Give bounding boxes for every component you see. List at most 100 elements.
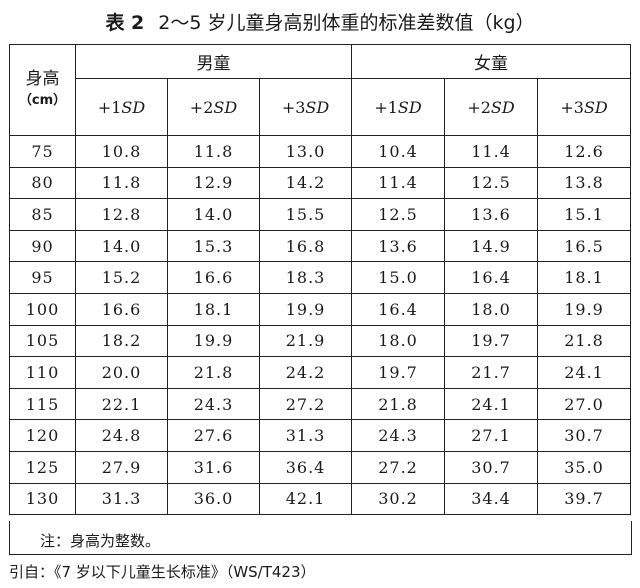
weight-cell: 16.5 bbox=[537, 229, 632, 263]
weight-cell: 34.4 bbox=[444, 482, 539, 516]
weight-cell: 11.8 bbox=[75, 166, 168, 200]
note-box bbox=[9, 521, 632, 555]
weight-cell: 15.2 bbox=[75, 261, 168, 294]
height-cell: 85 bbox=[9, 198, 76, 231]
weight-cell: 24.8 bbox=[75, 419, 168, 452]
weight-cell: 42.1 bbox=[258, 482, 353, 516]
weight-cell: 24.1 bbox=[537, 356, 632, 389]
sd-symbol: SD bbox=[583, 97, 608, 117]
weight-cell: 13.8 bbox=[537, 166, 632, 200]
sd-prefix: +3 bbox=[560, 97, 584, 117]
table-row: 115 22.1 24.3 27.2 21.8 24.1 27.0 bbox=[9, 387, 632, 421]
sd-symbol: SD bbox=[397, 97, 422, 117]
weight-cell: 16.6 bbox=[75, 292, 168, 326]
height-cell: 130 bbox=[9, 482, 76, 516]
height-cell: 80 bbox=[9, 166, 76, 200]
weight-cell: 30.2 bbox=[351, 482, 446, 516]
weight-cell: 18.0 bbox=[444, 292, 539, 326]
weight-cell: 27.1 bbox=[444, 419, 539, 452]
height-header: 身高 （cm） bbox=[9, 44, 76, 136]
sd-header-3: +3SD bbox=[258, 78, 353, 136]
weight-cell: 15.0 bbox=[351, 261, 446, 294]
weight-cell: 13.6 bbox=[444, 198, 539, 231]
sd-header-1: +1SD bbox=[75, 78, 168, 136]
height-cell: 120 bbox=[9, 419, 76, 452]
weight-cell: 18.2 bbox=[75, 324, 168, 358]
weight-cell: 19.7 bbox=[444, 324, 539, 358]
table-title: 表 2 2～5 岁儿童身高别体重的标准差数值（kg） bbox=[0, 8, 640, 35]
height-unit: （cm） bbox=[18, 93, 67, 108]
weight-cell: 11.8 bbox=[167, 135, 260, 168]
table-row: 75 10.8 11.8 13.0 10.4 11.4 12.6 bbox=[9, 135, 632, 168]
weight-cell: 13.0 bbox=[258, 135, 353, 168]
sd-prefix: +1 bbox=[97, 97, 122, 117]
height-label: 身高 bbox=[25, 69, 60, 89]
weight-cell: 16.6 bbox=[167, 261, 260, 294]
weight-cell: 22.1 bbox=[75, 387, 168, 421]
weight-cell: 11.4 bbox=[444, 135, 539, 168]
table-number: 表 2 bbox=[105, 12, 145, 34]
weight-cell: 27.6 bbox=[167, 419, 260, 452]
weight-cell: 10.8 bbox=[75, 135, 168, 168]
weight-cell: 12.5 bbox=[351, 198, 446, 231]
table-row: 120 24.8 27.6 31.3 24.3 27.1 30.7 bbox=[9, 419, 632, 452]
weight-cell: 21.7 bbox=[444, 356, 539, 389]
weight-cell: 18.3 bbox=[258, 261, 353, 294]
weight-cell: 21.8 bbox=[351, 387, 446, 421]
weight-cell: 15.5 bbox=[258, 198, 353, 231]
weight-cell: 12.6 bbox=[537, 135, 632, 168]
weight-cell: 16.4 bbox=[351, 292, 446, 326]
weight-cell: 16.4 bbox=[444, 261, 539, 294]
height-cell: 115 bbox=[9, 387, 76, 421]
sd-prefix: +2 bbox=[189, 97, 214, 117]
sd-symbol: SD bbox=[490, 97, 515, 117]
weight-cell: 24.3 bbox=[167, 387, 260, 421]
weight-cell: 27.2 bbox=[351, 450, 446, 484]
weight-cell: 21.8 bbox=[167, 356, 260, 389]
weight-cell: 10.4 bbox=[351, 135, 446, 168]
table-row: 100 16.6 18.1 19.9 16.4 18.0 19.9 bbox=[9, 292, 632, 326]
weight-cell: 13.6 bbox=[351, 229, 446, 263]
weight-cell: 30.7 bbox=[537, 419, 632, 452]
table-row: 130 31.3 36.0 42.1 30.2 34.4 39.7 bbox=[9, 482, 632, 516]
weight-cell: 31.3 bbox=[258, 419, 353, 452]
sd-symbol: SD bbox=[121, 97, 146, 117]
weight-cell: 12.9 bbox=[167, 166, 260, 200]
table-row: 110 20.0 21.8 24.2 19.7 21.7 24.1 bbox=[9, 356, 632, 389]
weight-cell: 24.1 bbox=[444, 387, 539, 421]
weight-cell: 19.7 bbox=[351, 356, 446, 389]
male-header: 男童 bbox=[74, 44, 353, 79]
weight-cell: 35.0 bbox=[537, 450, 632, 484]
weight-cell: 14.2 bbox=[258, 166, 353, 200]
height-cell: 75 bbox=[9, 135, 76, 168]
weight-cell: 19.9 bbox=[167, 324, 260, 358]
weight-cell: 14.0 bbox=[167, 198, 260, 231]
table-row: 95 15.2 16.6 18.3 15.0 16.4 18.1 bbox=[9, 261, 632, 294]
weight-cell: 20.0 bbox=[75, 356, 168, 389]
sd-prefix: +1 bbox=[374, 97, 398, 117]
table-row: 125 27.9 31.6 36.4 27.2 30.7 35.0 bbox=[9, 450, 632, 484]
weight-cell: 14.0 bbox=[75, 229, 168, 263]
female-header: 女童 bbox=[351, 44, 632, 79]
weight-cell: 27.9 bbox=[75, 450, 168, 484]
weight-cell: 12.5 bbox=[444, 166, 539, 200]
weight-cell: 31.3 bbox=[75, 482, 168, 516]
weight-cell: 12.8 bbox=[75, 198, 168, 231]
weight-cell: 11.4 bbox=[351, 166, 446, 200]
table-caption: 2～5 岁儿童身高别体重的标准差数值（kg） bbox=[158, 12, 535, 34]
sd-header-5: +2SD bbox=[444, 78, 539, 136]
weight-sd-table: 身高 （cm） 男童 女童 +1SD +2SD +3SD +1SD +2SD +3SD 7… bbox=[9, 44, 632, 516]
sd-header-4: +1SD bbox=[351, 78, 446, 136]
weight-cell: 27.0 bbox=[537, 387, 632, 421]
table-row: 105 18.2 19.9 21.9 18.0 19.7 21.8 bbox=[9, 324, 632, 358]
height-cell: 95 bbox=[9, 261, 76, 294]
height-cell: 125 bbox=[9, 450, 76, 484]
sd-header-6: +3SD bbox=[537, 78, 632, 136]
weight-cell: 36.0 bbox=[167, 482, 260, 516]
weight-cell: 15.1 bbox=[537, 198, 632, 231]
weight-cell: 16.8 bbox=[258, 229, 353, 263]
table-row: 80 11.8 12.9 14.2 11.4 12.5 13.8 bbox=[9, 166, 632, 200]
table-row: 85 12.8 14.0 15.5 12.5 13.6 15.1 bbox=[9, 198, 632, 231]
weight-cell: 18.0 bbox=[351, 324, 446, 358]
weight-cell: 36.4 bbox=[258, 450, 353, 484]
